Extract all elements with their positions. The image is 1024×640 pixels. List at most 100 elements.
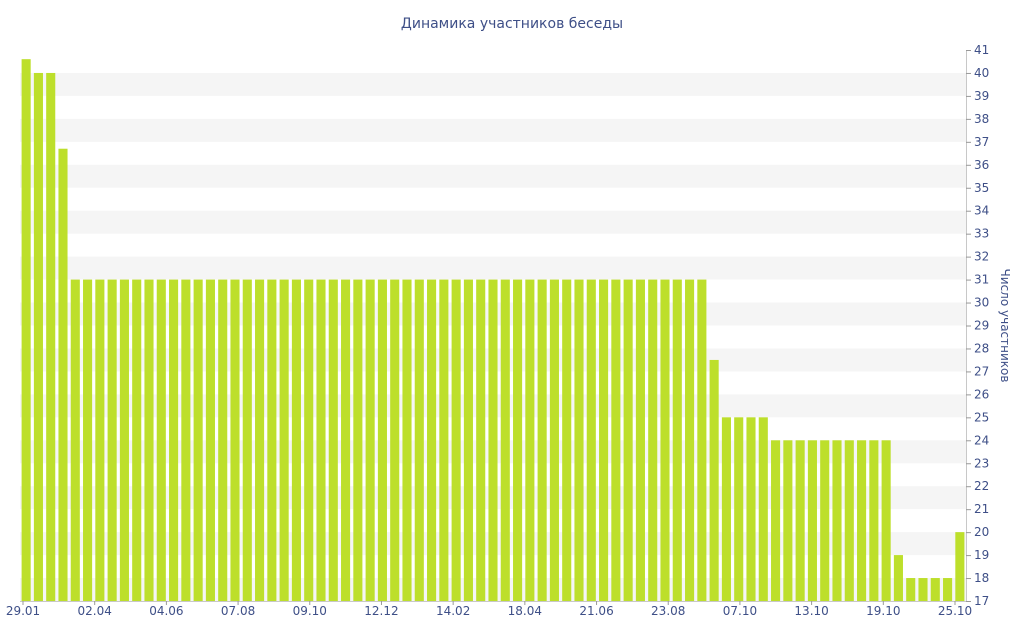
- bar: [304, 279, 314, 601]
- bar: [255, 279, 265, 601]
- bar: [611, 279, 621, 601]
- bar: [156, 279, 166, 601]
- chart-title: Динамика участников беседы: [401, 16, 623, 32]
- bar: [513, 279, 523, 601]
- bar: [525, 279, 535, 601]
- y-tick-label: 35: [974, 181, 989, 195]
- bar: [857, 440, 867, 601]
- bar: [70, 279, 80, 601]
- bar: [746, 417, 756, 601]
- bar: [795, 440, 805, 601]
- bar: [365, 279, 375, 601]
- y-tick-label: 29: [974, 319, 989, 333]
- y-tick-label: 20: [974, 525, 989, 539]
- bar: [500, 279, 510, 601]
- y-tick-label: 40: [974, 66, 989, 80]
- bar: [291, 279, 301, 601]
- bar: [95, 279, 105, 601]
- x-tick-label: 25.10: [938, 604, 972, 618]
- bar: [463, 279, 473, 601]
- x-tick-label: 02.04: [78, 604, 112, 618]
- bar: [218, 279, 228, 601]
- bar: [918, 578, 928, 601]
- bar: [685, 279, 695, 601]
- bars: [21, 59, 965, 602]
- x-tick-label: 29.01: [6, 604, 40, 618]
- y-tick-label: 34: [974, 204, 989, 218]
- y-tick-label: 25: [974, 410, 989, 424]
- bar: [660, 279, 670, 601]
- bar: [279, 279, 289, 601]
- bar: [488, 279, 498, 601]
- grid-band: [20, 210, 966, 234]
- bar: [390, 279, 400, 601]
- x-tick-label: 09.10: [293, 604, 327, 618]
- bar: [955, 532, 965, 602]
- bar: [316, 279, 326, 601]
- bar: [242, 279, 252, 601]
- bar: [46, 72, 56, 601]
- bar: [697, 279, 707, 601]
- grid-band: [20, 118, 966, 142]
- bar: [58, 148, 68, 601]
- bar: [21, 59, 31, 602]
- y-tick-label: 17: [974, 594, 989, 608]
- bar: [144, 279, 154, 601]
- y-tick-label: 38: [974, 112, 989, 126]
- bar: [83, 279, 93, 601]
- bar: [181, 279, 191, 601]
- y-tick-label: 39: [974, 89, 989, 103]
- y-tick-label: 37: [974, 135, 989, 149]
- bar: [451, 279, 461, 601]
- bar: [943, 578, 953, 601]
- x-tick-label: 12.12: [364, 604, 398, 618]
- x-tick-label: 07.08: [221, 604, 255, 618]
- bar: [930, 578, 940, 601]
- y-tick-label: 41: [974, 43, 989, 57]
- bar: [906, 578, 916, 601]
- x-axis-ticks: 29.01 02.04 04.06 07.08 09.10 12.12 14.02 18.04…: [6, 601, 972, 618]
- bar: [353, 279, 363, 601]
- x-tick-label: 21.06: [579, 604, 613, 618]
- y-tick-label: 22: [974, 479, 989, 493]
- y-tick-label: 19: [974, 548, 989, 562]
- y-tick-label: 21: [974, 502, 989, 516]
- bar: [869, 440, 879, 601]
- bar: [893, 555, 903, 601]
- bar: [635, 279, 645, 601]
- y-tick-label: 23: [974, 456, 989, 470]
- bar: [734, 417, 744, 601]
- bar: [586, 279, 596, 601]
- bar: [721, 417, 731, 601]
- bar: [402, 279, 412, 601]
- bar: [599, 279, 609, 601]
- bar: [169, 279, 179, 601]
- bar: [33, 72, 43, 601]
- grid-band: [20, 256, 966, 280]
- y-tick-label: 18: [974, 571, 989, 585]
- y-axis-ticks: 17 18 19 20 21 22 23 24 25 26 27 28 29 30 31 32 33 34 35 36…: [966, 43, 989, 608]
- x-tick-label: 13.10: [794, 604, 828, 618]
- bar: [377, 279, 387, 601]
- bar: [623, 279, 633, 601]
- bar: [783, 440, 793, 601]
- x-tick-label: 14.02: [436, 604, 470, 618]
- bar: [537, 279, 547, 601]
- bar: [562, 279, 572, 601]
- bar: [881, 440, 891, 601]
- y-axis-label: Число участников: [998, 269, 1012, 383]
- bar: [414, 279, 424, 601]
- bar: [820, 440, 830, 601]
- y-tick-label: 32: [974, 250, 989, 264]
- y-tick-label: 27: [974, 364, 989, 378]
- bar: [439, 279, 449, 601]
- bar: [193, 279, 203, 601]
- y-tick-label: 33: [974, 227, 989, 241]
- grid-band: [20, 164, 966, 188]
- y-tick-label: 30: [974, 296, 989, 310]
- y-tick-label: 36: [974, 158, 989, 172]
- bar: [832, 440, 842, 601]
- bar: [549, 279, 559, 601]
- bar: [132, 279, 142, 601]
